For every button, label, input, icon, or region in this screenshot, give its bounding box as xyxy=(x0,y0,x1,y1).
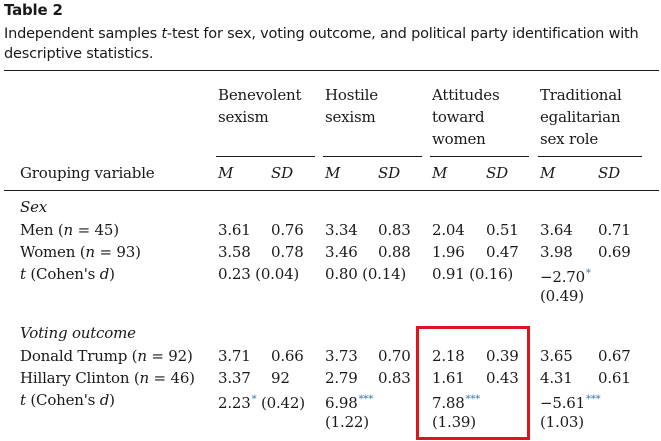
table-cell: 7.88*** xyxy=(432,394,481,412)
table-cell: −2.70* xyxy=(540,268,591,286)
table-cell: 0.76 xyxy=(271,221,304,239)
table-cell: 0.61 xyxy=(598,369,631,387)
group-rule-hostile xyxy=(323,156,422,157)
table-cell: 1.61 xyxy=(432,369,465,387)
row-label-trump: Donald Trump (n = 92) xyxy=(20,347,193,365)
col-m-benevolent: M xyxy=(218,164,234,182)
table-cell: (0.49) xyxy=(540,287,584,305)
table-cell: 0.43 xyxy=(486,369,519,387)
table-cell: 4.31 xyxy=(540,369,573,387)
table-cell: 0.78 xyxy=(271,243,304,261)
table-cell: 3.64 xyxy=(540,221,573,239)
table-cell: 1.96 xyxy=(432,243,465,261)
table-cell: 0.80 (0.14) xyxy=(325,265,407,283)
significance-marker: * xyxy=(251,394,257,405)
row-label-t-sex: t (Cohen's d) xyxy=(20,265,115,283)
table-cell: 0.47 xyxy=(486,243,519,261)
col-sd-benevolent: SD xyxy=(271,164,293,182)
significance-marker: *** xyxy=(585,394,601,405)
table-cell: 3.46 xyxy=(325,243,358,261)
header-hostile-sexism: Hostile sexism xyxy=(325,86,378,126)
col-m-attitudes: M xyxy=(432,164,448,182)
table-cell: 2.04 xyxy=(432,221,465,239)
group-rule-benevolent xyxy=(216,156,315,157)
grouping-variable-header: Grouping variable xyxy=(20,164,155,182)
table-cell: 0.67 xyxy=(598,347,631,365)
table-cell: 3.61 xyxy=(218,221,251,239)
header-attitudes-toward-women: Attitudes toward women xyxy=(432,86,500,148)
table-cell: 0.69 xyxy=(598,243,631,261)
header-bottom-rule xyxy=(4,190,659,191)
table-cell: 92 xyxy=(271,369,290,387)
group-rule-traditional xyxy=(538,156,642,157)
table-cell: 3.37 xyxy=(218,369,251,387)
table-cell: 3.34 xyxy=(325,221,358,239)
section-title-voting: Voting outcome xyxy=(20,324,136,342)
row-label-women: Women (n = 93) xyxy=(20,243,141,261)
table-cell: 2.18 xyxy=(432,347,465,365)
col-sd-hostile: SD xyxy=(378,164,400,182)
table-cell: 2.23* (0.42) xyxy=(218,394,305,412)
group-rule-attitudes xyxy=(430,156,529,157)
row-label-men: Men (n = 45) xyxy=(20,221,119,239)
significance-marker: * xyxy=(585,268,591,279)
col-sd-attitudes: SD xyxy=(486,164,508,182)
table-cell: 3.73 xyxy=(325,347,358,365)
significance-marker: *** xyxy=(358,394,374,405)
table-cell: 0.91 (0.16) xyxy=(432,265,514,283)
table-cell: 0.66 xyxy=(271,347,304,365)
table-label: Table 2 xyxy=(4,1,63,19)
table-cell: 0.71 xyxy=(598,221,631,239)
table-cell: 0.51 xyxy=(486,221,519,239)
row-label-clinton: Hillary Clinton (n = 46) xyxy=(20,369,195,387)
table-cell: (1.22) xyxy=(325,413,369,431)
table-cell: 0.83 xyxy=(378,369,411,387)
table-cell: 3.98 xyxy=(540,243,573,261)
table-cell: (1.03) xyxy=(540,413,584,431)
table-cell: 0.70 xyxy=(378,347,411,365)
table-cell: 0.83 xyxy=(378,221,411,239)
table-cell: 3.58 xyxy=(218,243,251,261)
significance-marker: *** xyxy=(465,394,481,405)
table-cell: 3.71 xyxy=(218,347,251,365)
highlight-box xyxy=(416,326,530,440)
col-m-traditional: M xyxy=(540,164,556,182)
header-traditional-egalitarian: Traditional egalitarian sex role xyxy=(540,86,622,148)
top-rule xyxy=(4,70,659,71)
col-sd-traditional: SD xyxy=(598,164,620,182)
table-caption: Independent samples t-test for sex, voti… xyxy=(4,26,639,62)
table-cell: 0.39 xyxy=(486,347,519,365)
table-cell: 6.98*** xyxy=(325,394,374,412)
header-benevolent-sexism: Benevolent sexism xyxy=(218,86,302,126)
col-m-hostile: M xyxy=(325,164,341,182)
table-cell: (1.39) xyxy=(432,413,476,431)
table-cell: 3.65 xyxy=(540,347,573,365)
table-cell: 0.88 xyxy=(378,243,411,261)
table-cell: 0.23 (0.04) xyxy=(218,265,300,283)
table-cell: −5.61*** xyxy=(540,394,601,412)
table-cell: 2.79 xyxy=(325,369,358,387)
row-label-t-voting: t (Cohen's d) xyxy=(20,391,115,409)
section-title-sex: Sex xyxy=(20,198,48,216)
